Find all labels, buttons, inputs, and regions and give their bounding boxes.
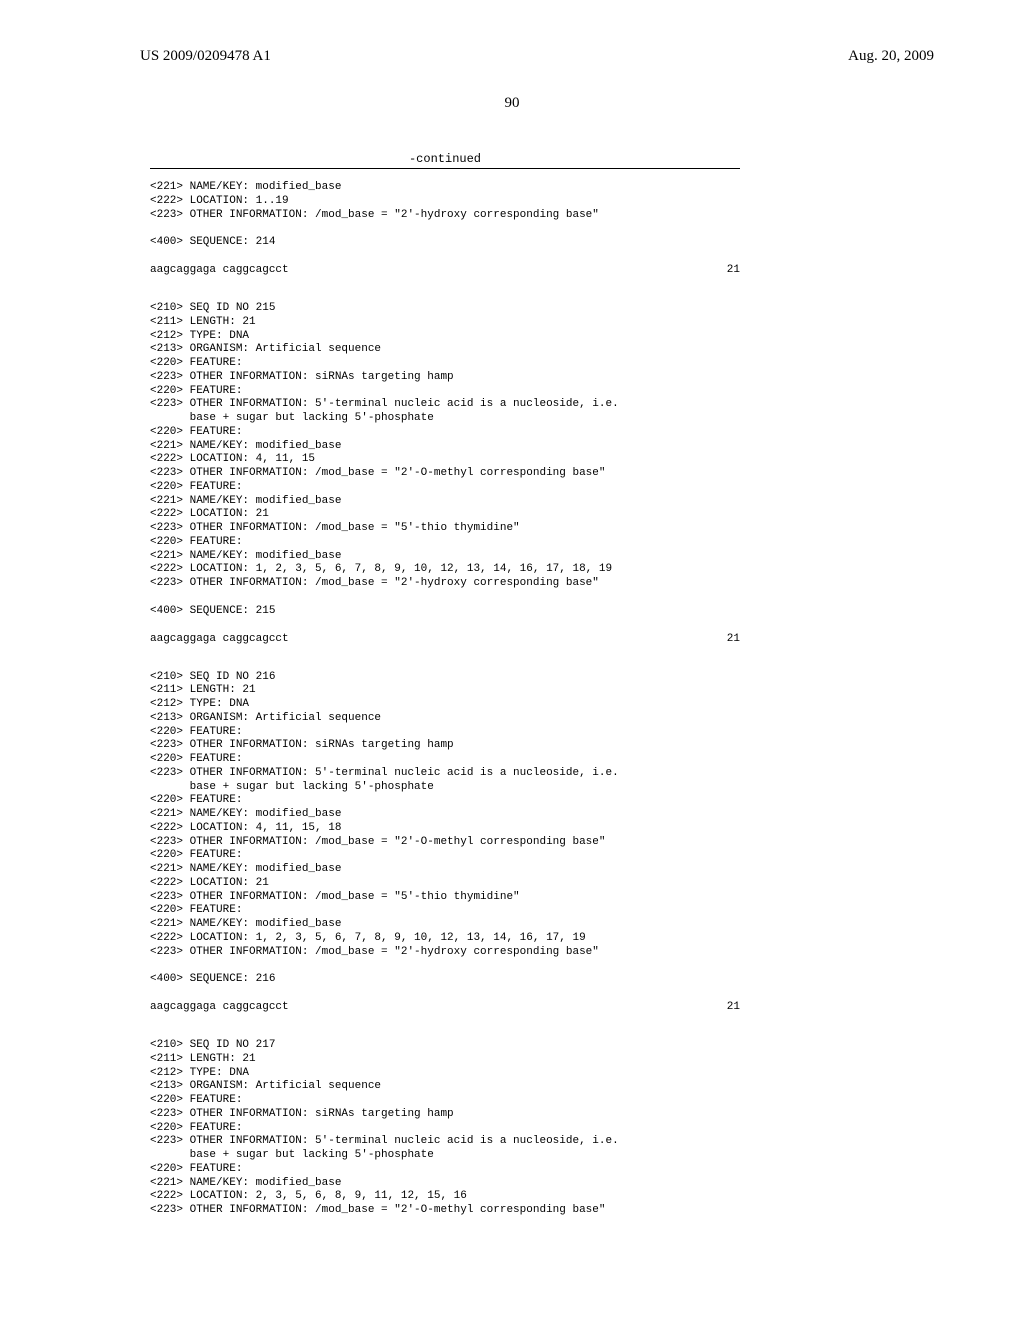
seq-line: <210> SEQ ID NO 217 (150, 1039, 740, 1053)
sequence-listing: -continued <221> NAME/KEY: modified_base… (150, 152, 740, 1218)
seq-line: <212> TYPE: DNA (150, 330, 740, 344)
seq-line: <223> OTHER INFORMATION: /mod_base = "5'… (150, 522, 740, 536)
seq-line: <211> LENGTH: 21 (150, 316, 740, 330)
sequence-row: aagcaggaga caggcagcct 21 (150, 633, 740, 645)
continued-label: -continued (150, 152, 740, 166)
seq-line: <220> FEATURE: (150, 904, 740, 918)
seq-line: <223> OTHER INFORMATION: /mod_base = "2'… (150, 577, 740, 591)
seq-line: <211> LENGTH: 21 (150, 1053, 740, 1067)
seq-line: <222> LOCATION: 1, 2, 3, 5, 6, 7, 8, 9, … (150, 563, 740, 577)
seq-line: <220> FEATURE: (150, 753, 740, 767)
seq-line: <221> NAME/KEY: modified_base (150, 550, 740, 564)
seq-line: <223> OTHER INFORMATION: /mod_base = "2'… (150, 209, 740, 223)
seq-line: <222> LOCATION: 2, 3, 5, 6, 8, 9, 11, 12… (150, 1190, 740, 1204)
seq-line: <220> FEATURE: (150, 536, 740, 550)
seq-line: <221> NAME/KEY: modified_base (150, 495, 740, 509)
seq-line: <223> OTHER INFORMATION: /mod_base = "5'… (150, 891, 740, 905)
seq-line: <400> SEQUENCE: 215 (150, 605, 740, 619)
seq-line: <223> OTHER INFORMATION: siRNAs targetin… (150, 371, 740, 385)
seq-line: <223> OTHER INFORMATION: siRNAs targetin… (150, 1108, 740, 1122)
seq-line: <212> TYPE: DNA (150, 698, 740, 712)
seq-line: <220> FEATURE: (150, 849, 740, 863)
seq-line: <221> NAME/KEY: modified_base (150, 440, 740, 454)
seq-line: <212> TYPE: DNA (150, 1067, 740, 1081)
seq-line: <222> LOCATION: 1..19 (150, 195, 740, 209)
sequence-text: aagcaggaga caggcagcct (150, 633, 289, 645)
seq-line: <220> FEATURE: (150, 794, 740, 808)
seq-line: <220> FEATURE: (150, 385, 740, 399)
seq-line: <222> LOCATION: 4, 11, 15, 18 (150, 822, 740, 836)
seq-line: <213> ORGANISM: Artificial sequence (150, 712, 740, 726)
publication-number: US 2009/0209478 A1 (140, 48, 271, 65)
seq-line: base + sugar but lacking 5'-phosphate (150, 412, 740, 426)
publication-date: Aug. 20, 2009 (848, 48, 934, 65)
sequence-length: 21 (727, 264, 740, 276)
seq-line: <223> OTHER INFORMATION: 5'-terminal nuc… (150, 1135, 740, 1149)
seq-line: <221> NAME/KEY: modified_base (150, 918, 740, 932)
seq-line: <220> FEATURE: (150, 1163, 740, 1177)
seq-line: <220> FEATURE: (150, 1122, 740, 1136)
seq-line: <400> SEQUENCE: 214 (150, 236, 740, 250)
sequence-length: 21 (727, 633, 740, 645)
seq-line: <221> NAME/KEY: modified_base (150, 181, 740, 195)
seq-line: <223> OTHER INFORMATION: /mod_base = "2'… (150, 836, 740, 850)
seq-line: <400> SEQUENCE: 216 (150, 973, 740, 987)
page-number: 90 (0, 95, 1024, 112)
seq-line: <223> OTHER INFORMATION: /mod_base = "2'… (150, 946, 740, 960)
seq-line: <220> FEATURE: (150, 481, 740, 495)
seq-line: base + sugar but lacking 5'-phosphate (150, 781, 740, 795)
seq-line: <220> FEATURE: (150, 1094, 740, 1108)
seq-line: base + sugar but lacking 5'-phosphate (150, 1149, 740, 1163)
seq-line: <213> ORGANISM: Artificial sequence (150, 343, 740, 357)
seq-line: <220> FEATURE: (150, 426, 740, 440)
seq-line: <223> OTHER INFORMATION: /mod_base = "2'… (150, 467, 740, 481)
seq-line: <221> NAME/KEY: modified_base (150, 1177, 740, 1191)
seq-line: <213> ORGANISM: Artificial sequence (150, 1080, 740, 1094)
seq-line: <221> NAME/KEY: modified_base (150, 863, 740, 877)
seq-line: <223> OTHER INFORMATION: siRNAs targetin… (150, 739, 740, 753)
seq-line: <222> LOCATION: 1, 2, 3, 5, 6, 7, 8, 9, … (150, 932, 740, 946)
sequence-text: aagcaggaga caggcagcct (150, 264, 289, 276)
seq-line: <223> OTHER INFORMATION: 5'-terminal nuc… (150, 767, 740, 781)
seq-line: <220> FEATURE: (150, 357, 740, 371)
sequence-length: 21 (727, 1001, 740, 1013)
sequence-text: aagcaggaga caggcagcct (150, 1001, 289, 1013)
seq-line: <210> SEQ ID NO 215 (150, 302, 740, 316)
seq-line: <222> LOCATION: 4, 11, 15 (150, 453, 740, 467)
seq-line: <223> OTHER INFORMATION: /mod_base = "2'… (150, 1204, 740, 1218)
seq-line: <211> LENGTH: 21 (150, 684, 740, 698)
sequence-row: aagcaggaga caggcagcct 21 (150, 1001, 740, 1013)
seq-line: <210> SEQ ID NO 216 (150, 671, 740, 685)
divider (150, 168, 740, 169)
page-header: US 2009/0209478 A1 Aug. 20, 2009 (0, 0, 1024, 65)
seq-line: <222> LOCATION: 21 (150, 508, 740, 522)
seq-line: <223> OTHER INFORMATION: 5'-terminal nuc… (150, 398, 740, 412)
seq-line: <221> NAME/KEY: modified_base (150, 808, 740, 822)
seq-line: <220> FEATURE: (150, 726, 740, 740)
sequence-row: aagcaggaga caggcagcct 21 (150, 264, 740, 276)
seq-line: <222> LOCATION: 21 (150, 877, 740, 891)
